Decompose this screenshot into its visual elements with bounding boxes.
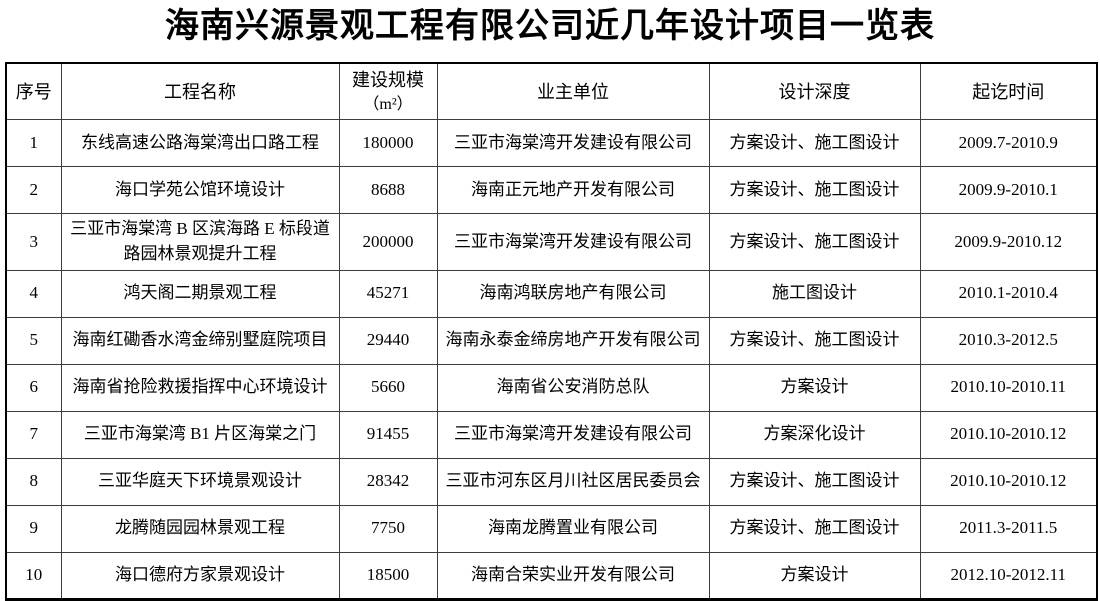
cell-serial: 3: [5, 213, 62, 271]
cell-owner: 三亚市河东区月川社区居民委员会: [436, 457, 710, 506]
cell-period: 2012.10-2012.11: [919, 551, 1098, 600]
cell-depth: 方案设计、施工图设计: [708, 119, 921, 168]
col-header-scale: 建设规模 （m²）: [338, 62, 438, 121]
table-row: 1 东线高速公路海棠湾出口路工程 180000 三亚市海棠湾开发建设有限公司 方…: [5, 119, 1098, 168]
col-header-period-label: 起讫时间: [972, 81, 1045, 102]
cell-serial: 7: [5, 410, 62, 459]
page-title: 海南兴源景观工程有限公司近几年设计项目一览表: [165, 8, 935, 45]
cell-period: 2010.10-2010.12: [919, 457, 1098, 506]
cell-scale: 7750: [338, 504, 438, 553]
cell-owner: 三亚市海棠湾开发建设有限公司: [436, 213, 710, 271]
cell-period: 2009.9-2010.12: [919, 213, 1098, 271]
cell-depth: 施工图设计: [708, 269, 921, 318]
cell-serial: 4: [5, 269, 62, 318]
cell-period: 2009.7-2010.9: [919, 119, 1098, 168]
cell-serial: 10: [5, 551, 62, 600]
cell-scale: 200000: [338, 213, 438, 271]
cell-scale: 45271: [338, 269, 438, 318]
col-header-scale-label: 建设规模: [352, 70, 424, 90]
cell-depth: 方案设计: [708, 551, 921, 600]
col-header-depth-label: 设计深度: [778, 81, 851, 102]
cell-owner: 海南合荣实业开发有限公司: [436, 551, 710, 600]
cell-period: 2010.1-2010.4: [919, 269, 1098, 318]
table-row: 8 三亚华庭天下环境景观设计 28342 三亚市河东区月川社区居民委员会 方案设…: [5, 457, 1098, 506]
cell-owner: 三亚市海棠湾开发建设有限公司: [436, 410, 710, 459]
table-body: 1 东线高速公路海棠湾出口路工程 180000 三亚市海棠湾开发建设有限公司 方…: [5, 119, 1098, 600]
cell-period: 2009.9-2010.1: [919, 166, 1098, 215]
cell-depth: 方案设计、施工图设计: [708, 213, 921, 271]
projects-table: 序号 工程名称 建设规模 （m²） 业主单位 设计深度 起讫时间: [5, 62, 1098, 601]
cell-project-name: 海口学苑公馆环境设计: [60, 166, 340, 215]
cell-project-name: 海南红磡香水湾金缔别墅庭院项目: [60, 316, 340, 365]
cell-scale: 8688: [338, 166, 438, 215]
cell-depth: 方案设计、施工图设计: [708, 316, 921, 365]
cell-depth: 方案设计、施工图设计: [708, 504, 921, 553]
cell-scale: 29440: [338, 316, 438, 365]
cell-scale: 18500: [338, 551, 438, 600]
cell-project-name: 海口德府方家景观设计: [60, 551, 340, 600]
col-header-project-name-label: 工程名称: [164, 81, 236, 102]
cell-owner: 海南正元地产开发有限公司: [436, 166, 710, 215]
cell-owner: 海南省公安消防总队: [436, 363, 710, 412]
cell-project-name: 海南省抢险救援指挥中心环境设计: [60, 363, 340, 412]
table-row: 2 海口学苑公馆环境设计 8688 海南正元地产开发有限公司 方案设计、施工图设…: [5, 166, 1098, 215]
cell-owner: 三亚市海棠湾开发建设有限公司: [436, 119, 710, 168]
cell-serial: 5: [5, 316, 62, 365]
table-row: 5 海南红磡香水湾金缔别墅庭院项目 29440 海南永泰金缔房地产开发有限公司 …: [5, 316, 1098, 365]
cell-serial: 2: [5, 166, 62, 215]
table-row: 7 三亚市海棠湾 B1 片区海棠之门 91455 三亚市海棠湾开发建设有限公司 …: [5, 410, 1098, 459]
cell-depth: 方案设计: [708, 363, 921, 412]
col-header-owner: 业主单位: [436, 62, 710, 121]
cell-scale: 180000: [338, 119, 438, 168]
col-header-owner-label: 业主单位: [537, 81, 609, 102]
cell-project-name: 三亚市海棠湾 B1 片区海棠之门: [60, 410, 340, 459]
cell-depth: 方案深化设计: [708, 410, 921, 459]
cell-period: 2010.10-2010.11: [919, 363, 1098, 412]
table-row: 10 海口德府方家景观设计 18500 海南合荣实业开发有限公司 方案设计 20…: [5, 551, 1098, 600]
table-header: 序号 工程名称 建设规模 （m²） 业主单位 设计深度 起讫时间: [5, 62, 1098, 121]
col-header-project-name: 工程名称: [60, 62, 340, 121]
col-header-period: 起讫时间: [919, 62, 1098, 121]
col-header-serial-label: 序号: [15, 81, 52, 102]
cell-scale: 91455: [338, 410, 438, 459]
cell-depth: 方案设计、施工图设计: [708, 457, 921, 506]
cell-scale: 5660: [338, 363, 438, 412]
cell-project-name: 鸿天阁二期景观工程: [60, 269, 340, 318]
cell-serial: 6: [5, 363, 62, 412]
cell-project-name: 三亚华庭天下环境景观设计: [60, 457, 340, 506]
col-header-serial: 序号: [5, 62, 62, 121]
table-row: 9 龙腾随园园林景观工程 7750 海南龙腾置业有限公司 方案设计、施工图设计 …: [5, 504, 1098, 553]
table-row: 4 鸿天阁二期景观工程 45271 海南鸿联房地产有限公司 施工图设计 2010…: [5, 269, 1098, 318]
header-row: 序号 工程名称 建设规模 （m²） 业主单位 设计深度 起讫时间: [5, 62, 1098, 121]
table-row: 6 海南省抢险救援指挥中心环境设计 5660 海南省公安消防总队 方案设计 20…: [5, 363, 1098, 412]
cell-owner: 海南永泰金缔房地产开发有限公司: [436, 316, 710, 365]
cell-serial: 1: [5, 119, 62, 168]
cell-period: 2010.10-2010.12: [919, 410, 1098, 459]
cell-project-name: 龙腾随园园林景观工程: [60, 504, 340, 553]
cell-serial: 9: [5, 504, 62, 553]
cell-depth: 方案设计、施工图设计: [708, 166, 921, 215]
cell-project-name: 东线高速公路海棠湾出口路工程: [60, 119, 340, 168]
cell-owner: 海南鸿联房地产有限公司: [436, 269, 710, 318]
cell-owner: 海南龙腾置业有限公司: [436, 504, 710, 553]
table-row: 3 三亚市海棠湾 B 区滨海路 E 标段道路园林景观提升工程 200000 三亚…: [5, 213, 1098, 271]
cell-project-name: 三亚市海棠湾 B 区滨海路 E 标段道路园林景观提升工程: [60, 213, 340, 271]
col-header-depth: 设计深度: [708, 62, 921, 121]
cell-scale: 28342: [338, 457, 438, 506]
cell-period: 2010.3-2012.5: [919, 316, 1098, 365]
cell-period: 2011.3-2011.5: [919, 504, 1098, 553]
cell-serial: 8: [5, 457, 62, 506]
col-header-scale-unit: （m²）: [363, 96, 413, 114]
